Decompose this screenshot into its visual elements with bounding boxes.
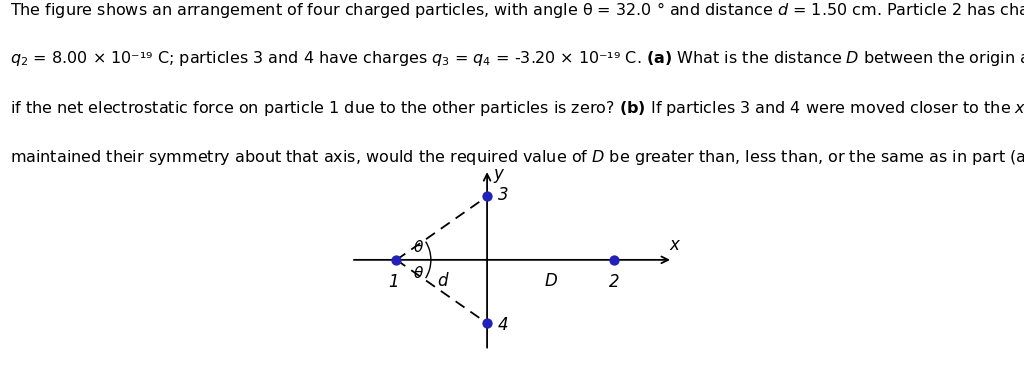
Text: The figure shows an arrangement of four charged particles, with angle θ = 32.0 °: The figure shows an arrangement of four … (10, 0, 1024, 20)
Text: $y$: $y$ (494, 167, 506, 184)
Text: maintained their symmetry about that axis, would the required value of $D$ be gr: maintained their symmetry about that axi… (10, 148, 1024, 167)
Text: 3: 3 (498, 186, 509, 203)
Text: $\theta$: $\theta$ (413, 265, 424, 281)
Text: $d$: $d$ (437, 272, 450, 290)
Text: $x$: $x$ (670, 235, 682, 254)
Text: 4: 4 (498, 316, 509, 334)
Text: $q_2$ = 8.00 × 10⁻¹⁹ C; particles 3 and 4 have charges $q_3$ = $q_4$ = -3.20 × 1: $q_2$ = 8.00 × 10⁻¹⁹ C; particles 3 and … (10, 49, 1024, 68)
Text: $\theta$: $\theta$ (413, 239, 424, 255)
Point (479, 320, 496, 326)
Text: if the net electrostatic force on particle 1 due to the other particles is zero?: if the net electrostatic force on partic… (10, 99, 1024, 118)
Text: 1: 1 (388, 273, 399, 291)
Point (606, 257, 623, 263)
Text: 2: 2 (608, 273, 620, 291)
Text: $D$: $D$ (544, 272, 557, 290)
Point (479, 194, 496, 199)
Point (388, 257, 404, 263)
